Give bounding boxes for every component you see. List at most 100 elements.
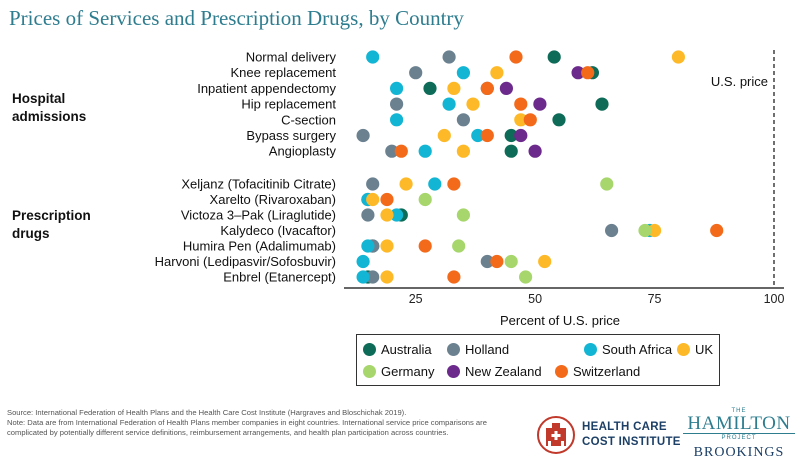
legend-swatch-uk [677, 343, 690, 356]
hamilton-brookings-logo: THE HAMILTON PROJECT BROOKINGS [683, 408, 795, 461]
group-label-hospital-line-2: admissions [12, 109, 86, 124]
point-switzerland-inpatient-appendectomy [480, 81, 494, 95]
point-germany-victoza-3-pak-liraglutide [456, 208, 470, 222]
legend-label-australia: Australia [381, 342, 432, 357]
source-note: Source: International Federation of Heal… [7, 408, 407, 417]
point-uk-knee-replacement [490, 66, 504, 80]
row-label-normal-delivery: Normal delivery [246, 50, 337, 65]
row-label-xarelto-rivaroxaban: Xarelto (Rivaroxaban) [210, 192, 336, 207]
row-label-enbrel-etanercept: Enbrel (Etanercept) [223, 270, 336, 285]
legend-label-new-zealand: New Zealand [465, 364, 542, 379]
point-switzerland-harvoni-ledipasvir-sofosbuvir [490, 254, 504, 269]
hamilton-project: PROJECT [721, 435, 757, 441]
point-australia-normal-delivery [547, 50, 561, 64]
point-south-africa-knee-replacement [456, 66, 470, 80]
point-australia-angioplasty [504, 144, 518, 158]
row-label-hip-replacement: Hip replacement [241, 97, 336, 112]
row-label-knee-replacement: Knee replacement [230, 65, 336, 80]
point-holland-xeljanz-tofacitinib-citrate [366, 177, 380, 191]
point-uk-bypass-surgery [437, 128, 451, 143]
row-label-c-section: C-section [281, 112, 336, 127]
point-uk-humira-pen-adalimumab [380, 239, 394, 253]
point-uk-victoza-3-pak-liraglutide [380, 208, 394, 222]
point-germany-enbrel-etanercept [519, 270, 533, 284]
point-south-africa-angioplasty [418, 144, 432, 158]
legend-item-new-zealand: New Zealand [447, 364, 542, 379]
x-tick-label-100: 100 [764, 292, 785, 306]
group-label-prescription-line-2: drugs [12, 226, 50, 241]
reference-line-group: U.S. price [711, 50, 775, 288]
row-label-inpatient-appendectomy: Inpatient appendectomy [197, 81, 336, 96]
group-label-hospital-line-1: Hospital [12, 91, 65, 106]
point-switzerland-enbrel-etanercept [447, 270, 461, 284]
row-label-kalydeco-ivacaftor: Kalydeco (Ivacaftor) [220, 223, 336, 238]
point-uk-normal-delivery [671, 50, 686, 64]
x-axis: 25 50 75 100 Percent of U.S. price [344, 287, 785, 328]
point-uk-hip-replacement [466, 97, 480, 111]
hamilton-name: HAMILTON [683, 414, 795, 434]
legend-label-germany: Germany [381, 364, 435, 379]
point-switzerland-xeljanz-tofacitinib-citrate [447, 177, 461, 191]
point-south-africa-xeljanz-tofacitinib-citrate [428, 177, 442, 191]
x-tick-label-75: 75 [648, 292, 662, 306]
point-australia-inpatient-appendectomy [423, 81, 437, 95]
point-uk-xeljanz-tofacitinib-citrate [399, 177, 413, 191]
point-switzerland-normal-delivery [509, 50, 523, 64]
legend-label-uk: UK [695, 342, 714, 357]
legend-item-holland: Holland [447, 342, 509, 357]
point-uk-enbrel-etanercept [380, 270, 394, 284]
group-labels: Hospital admissions Prescription drugs [12, 91, 91, 241]
point-switzerland-angioplasty [394, 144, 408, 158]
legend-item-uk: UK [677, 342, 713, 357]
point-uk-harvoni-ledipasvir-sofosbuvir [538, 254, 552, 269]
data-note: Note: Data are from International Federa… [7, 418, 487, 437]
point-uk-angioplasty [456, 144, 470, 158]
point-holland-bypass-surgery [356, 128, 370, 143]
point-switzerland-hip-replacement [514, 97, 528, 111]
point-new-zealand-angioplasty [528, 144, 542, 158]
point-south-africa-victoza-3-pak-liraglutide [390, 208, 404, 222]
brookings-wordmark: BROOKINGS [693, 445, 785, 460]
point-australia-c-section [552, 113, 566, 127]
hospital-icon [537, 416, 575, 454]
point-holland-kalydeco-ivacaftor [605, 223, 619, 238]
point-new-zealand-hip-replacement [533, 97, 547, 111]
row-label-angioplasty: Angioplasty [269, 144, 337, 159]
group-label-prescription-line-1: Prescription [12, 208, 91, 223]
x-tick-label-25: 25 [409, 292, 423, 306]
hcci-logo: HEALTH CARE COST INSTITUTE [537, 416, 681, 454]
legend-swatch-south-africa [584, 343, 597, 356]
legend-label-switzerland: Switzerland [573, 364, 641, 379]
legend-label-holland: Holland [465, 342, 510, 357]
point-uk-inpatient-appendectomy [447, 81, 461, 95]
row-label-humira-pen-adalimumab: Humira Pen (Adalimumab) [183, 239, 336, 254]
point-germany-xeljanz-tofacitinib-citrate [600, 177, 614, 191]
point-uk-kalydeco-ivacaftor [648, 223, 662, 238]
footnotes: Source: International Federation of Heal… [7, 408, 527, 438]
legend-swatch-switzerland [555, 365, 568, 378]
point-switzerland-c-section [523, 113, 537, 127]
point-south-africa-humira-pen-adalimumab [361, 239, 375, 253]
legend-swatch-australia [363, 343, 376, 356]
point-uk-c-section [514, 113, 528, 127]
point-holland-harvoni-ledipasvir-sofosbuvir [480, 254, 494, 269]
point-holland-normal-delivery [442, 50, 456, 64]
us-price-label: U.S. price [711, 74, 768, 89]
point-switzerland-xarelto-rivaroxaban [380, 192, 394, 207]
point-south-africa-inpatient-appendectomy [390, 81, 404, 95]
point-south-africa-c-section [390, 113, 404, 127]
x-tick-label-50: 50 [528, 292, 542, 306]
point-australia-hip-replacement [595, 97, 609, 111]
point-switzerland-kalydeco-ivacaftor [710, 223, 724, 238]
hcci-line-1: HEALTH CARE [582, 421, 667, 433]
legend-item-germany: Germany [363, 364, 434, 379]
row-label-victoza-3-pak-liraglutide: Victoza 3–Pak (Liraglutide) [181, 208, 336, 223]
legend-item-south-africa: South Africa [584, 342, 672, 357]
point-south-africa-enbrel-etanercept [356, 270, 370, 284]
data-points [356, 50, 724, 284]
legend-swatch-new-zealand [447, 365, 460, 378]
point-new-zealand-bypass-surgery [514, 128, 528, 143]
point-south-africa-normal-delivery [366, 50, 380, 64]
